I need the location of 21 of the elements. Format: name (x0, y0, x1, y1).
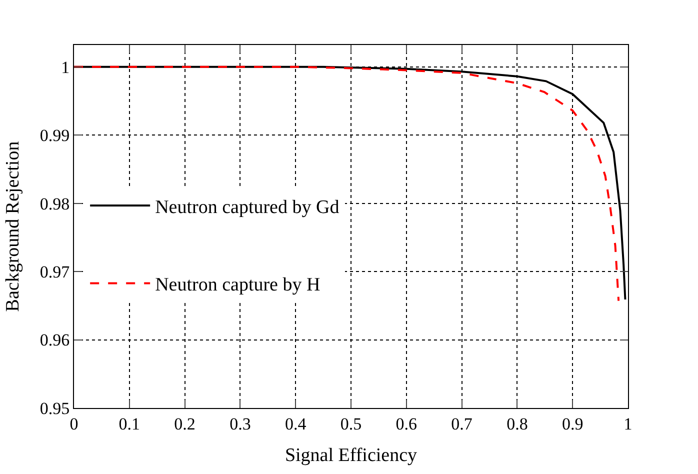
y-axis-title: Background Rejection (2, 140, 24, 312)
x-axis-title: Signal Efficiency (284, 445, 418, 466)
y-tick-label: 0.96 (40, 330, 70, 350)
x-tick-label: 0 (70, 414, 78, 434)
x-tick-label: 0.3 (230, 414, 251, 434)
x-tick-label: 0.6 (396, 414, 418, 434)
x-tick-label: 0.9 (562, 414, 584, 434)
y-tick-label: 1 (61, 58, 70, 77)
x-tick-label: 0.5 (340, 414, 362, 434)
x-tick-label: 0.1 (118, 414, 140, 434)
y-tick-label: 0.95 (40, 398, 70, 418)
x-tick-label: 1 (624, 414, 632, 434)
x-tick-label: 0.8 (506, 414, 528, 434)
y-tick-label: 0.99 (40, 126, 70, 146)
y-tick-label: 0.98 (40, 194, 70, 214)
x-tick-label: 0.4 (284, 414, 307, 434)
legend-label: Neutron capture by H (155, 274, 320, 296)
y-tick-label: 0.97 (40, 262, 70, 282)
x-tick-label: 0.2 (174, 414, 196, 434)
x-tick-label: 0.7 (451, 414, 473, 434)
legend-label: Neutron captured by Gd (155, 196, 340, 218)
